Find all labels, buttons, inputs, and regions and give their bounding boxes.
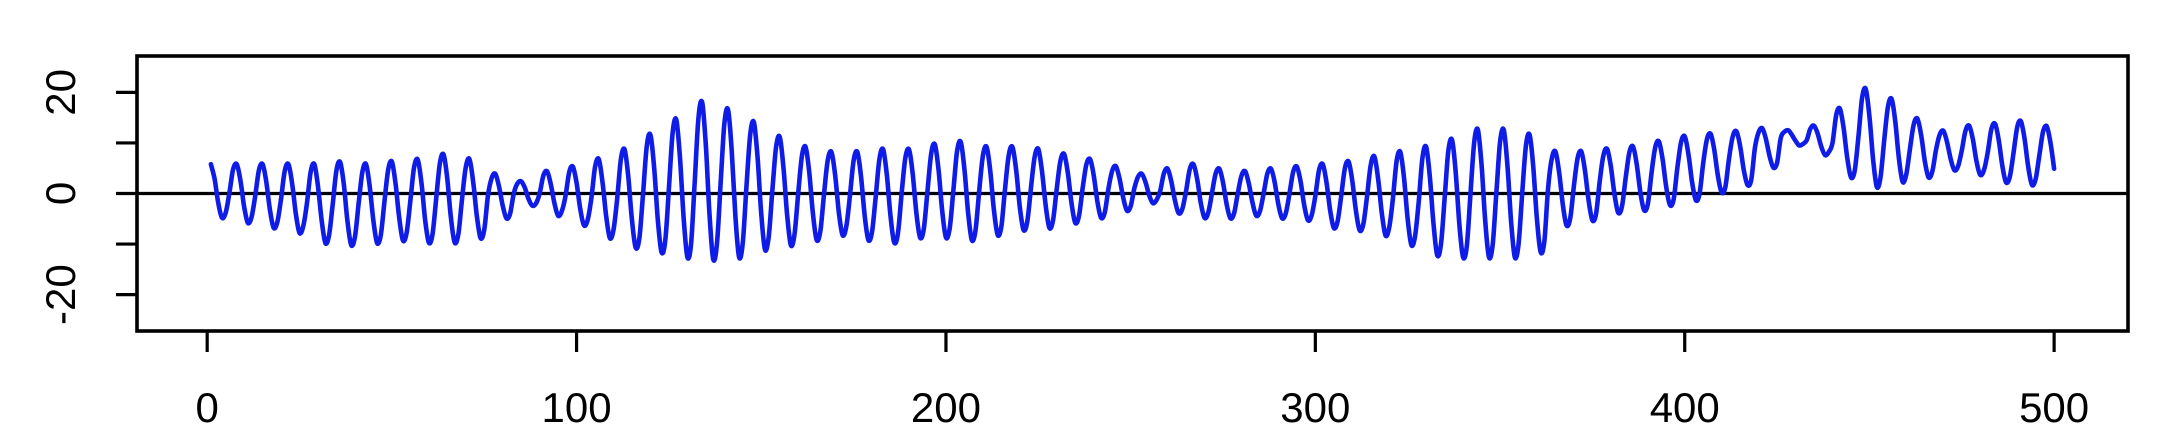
x-axis-tick-label: 500 — [2019, 384, 2089, 431]
plot-box — [135, 54, 2130, 333]
x-axis-tick-label: 400 — [1650, 384, 1720, 431]
x-axis-tick-label: 0 — [196, 384, 219, 431]
y-axis-tick-label: 20 — [37, 69, 84, 116]
x-axis-tick-label: 300 — [1280, 384, 1350, 431]
series-line — [208, 85, 2057, 263]
x-axis-tick-label: 200 — [911, 384, 981, 431]
y-axis-tick-label: 0 — [37, 182, 84, 205]
x-axis-tick-label: 100 — [542, 384, 612, 431]
y-axis-tick-label: -20 — [37, 264, 84, 325]
